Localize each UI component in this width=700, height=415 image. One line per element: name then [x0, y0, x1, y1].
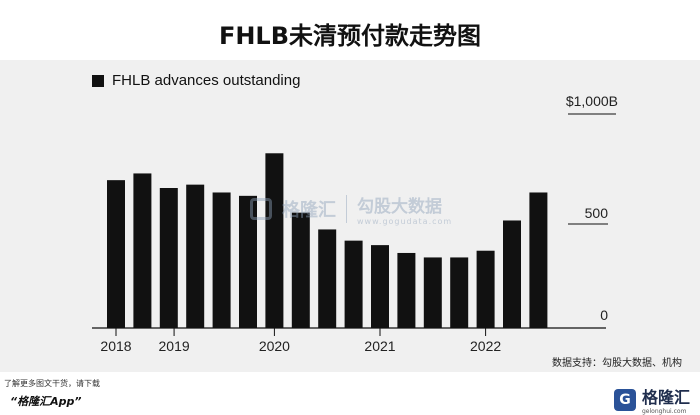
x-tick-label: 2019 [159, 338, 190, 354]
source-note: 数据支持：勾股大数据、机构 [552, 358, 682, 369]
footer-line-1: 了解更多图文干货，请下载 [4, 379, 100, 388]
brand-logo-name: 格隆汇 [641, 388, 690, 407]
watermark-url: www.gogudata.com [357, 217, 453, 226]
bar [212, 192, 231, 328]
bar [450, 257, 469, 328]
bar [423, 257, 442, 328]
y-tick-label: 500 [585, 205, 609, 221]
brand-logo-icon: G [613, 388, 636, 411]
bar [344, 240, 363, 328]
bar [291, 212, 310, 328]
bar [133, 173, 152, 328]
page-title: FHLB未清预付款走势图 [218, 22, 482, 50]
bar [265, 153, 284, 328]
legend-swatch [92, 74, 104, 87]
bar [107, 180, 125, 328]
y-tick-label: 0 [600, 307, 608, 323]
footer-promo: 了解更多图文干货，请下载 “格隆汇App” [4, 378, 100, 409]
brand-logo-url: gelonghui.com [641, 408, 687, 415]
bar [239, 195, 257, 328]
bar [186, 184, 205, 328]
x-tick-label: 2018 [100, 338, 131, 354]
x-tick-label: 2020 [259, 338, 290, 354]
legend-label: FHLB advances outstanding [112, 72, 301, 89]
bar [529, 192, 548, 328]
bar [318, 229, 337, 328]
bar [476, 250, 495, 328]
watermark-name: 格隆汇 [282, 200, 336, 221]
brand-logo: G 格隆汇 gelonghui.com [613, 384, 690, 415]
y-top-label: $1,000B [566, 93, 618, 109]
watermark-name-2: 勾股大数据 [357, 197, 442, 217]
bar [371, 245, 389, 328]
chart-legend: FHLB advances outstanding [92, 72, 300, 89]
bar [397, 252, 416, 328]
x-tick-label: 2021 [364, 338, 395, 354]
bar [503, 220, 521, 328]
footer-line-2: “格隆汇App” [10, 395, 82, 408]
watermark-separator [346, 195, 347, 223]
x-tick-label: 2022 [470, 338, 501, 354]
watermark: 格隆汇 勾股大数据 www.gogudata.com [250, 192, 452, 226]
bar [159, 188, 178, 328]
watermark-logo-icon [250, 198, 272, 220]
